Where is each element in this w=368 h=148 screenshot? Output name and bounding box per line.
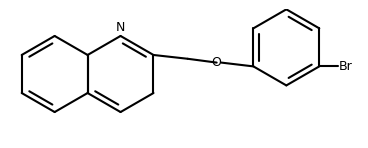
Text: N: N	[116, 21, 125, 34]
Text: O: O	[212, 56, 222, 69]
Text: Br: Br	[338, 60, 352, 73]
